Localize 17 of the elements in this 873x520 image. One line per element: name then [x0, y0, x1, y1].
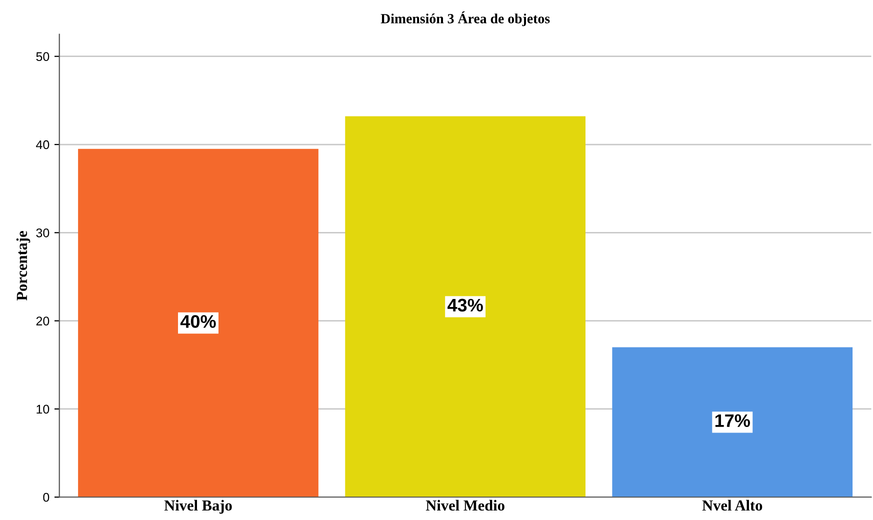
y-tick-label: 40: [36, 140, 50, 150]
bar: [78, 148, 318, 498]
data-label: 43%: [448, 298, 483, 312]
x-tick-label: Nvel Alto: [702, 500, 762, 511]
y-tick-label: 0: [43, 492, 50, 502]
y-tick-label: 30: [36, 228, 50, 238]
data-label: 17%: [715, 414, 750, 427]
data-label: 40%: [180, 315, 216, 328]
chart-title: Dimensión 3 Área de objetos: [380, 11, 550, 26]
x-tick-label: Nivel Bajo: [164, 500, 232, 514]
y-tick-label: 50: [36, 52, 50, 62]
y-tick-label: 10: [36, 404, 50, 414]
bar: [345, 116, 586, 498]
y-tick-label: 20: [36, 316, 50, 326]
bar: [612, 347, 853, 498]
x-tick-label: Nivel Medio: [426, 500, 504, 511]
y-axis-title: Porcentaje: [16, 231, 30, 301]
